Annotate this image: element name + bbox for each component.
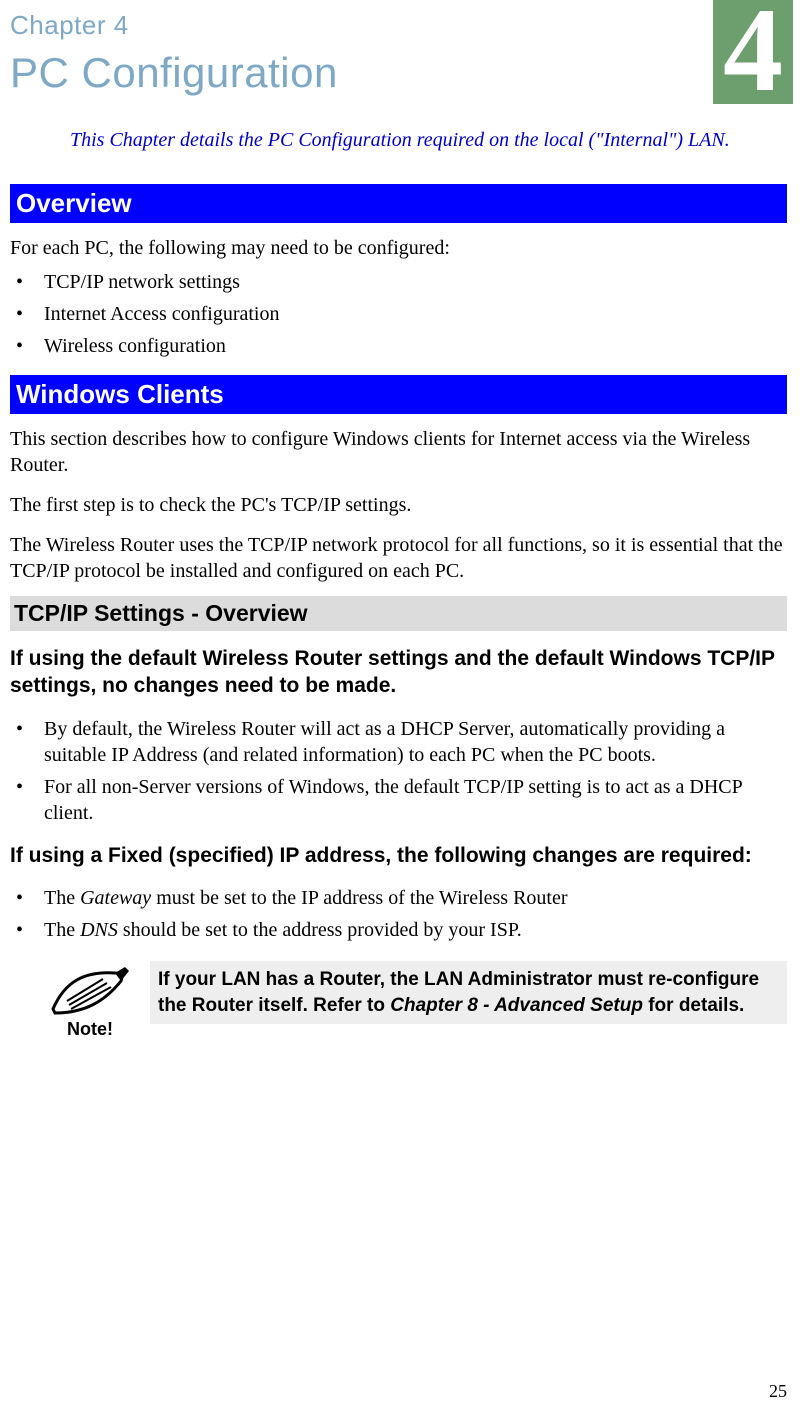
chapter-label: Chapter 4: [10, 10, 787, 41]
note-text: If your LAN has a Router, the LAN Admini…: [150, 961, 787, 1024]
list-item: By default, the Wireless Router will act…: [44, 716, 787, 768]
wc-p1: This section describes how to configure …: [10, 426, 787, 478]
section-heading-overview: Overview: [10, 184, 787, 223]
list-item: Internet Access configuration: [44, 301, 787, 327]
tcpip-bullets2: The Gateway must be set to the IP addres…: [10, 885, 787, 943]
chapter-intro: This Chapter details the PC Configuratio…: [70, 127, 747, 154]
text: should be set to the address provided by…: [118, 919, 522, 941]
wc-p2: The first step is to check the PC's TCP/…: [10, 492, 787, 518]
note-icon-label: Note!: [30, 1019, 150, 1040]
tcpip-sub2: If using a Fixed (specified) IP address,…: [10, 842, 787, 869]
overview-bullets: TCP/IP network settings Internet Access …: [10, 269, 787, 359]
page: 4 Chapter 4 PC Configuration This Chapte…: [0, 0, 803, 1412]
chapter-number-badge: 4: [713, 0, 793, 104]
text: The: [44, 887, 80, 909]
note-icon: Note!: [30, 961, 150, 1040]
text: for details.: [643, 995, 744, 1016]
list-item: TCP/IP network settings: [44, 269, 787, 295]
list-item: For all non-Server versions of Windows, …: [44, 774, 787, 826]
wc-p3: The Wireless Router uses the TCP/IP netw…: [10, 532, 787, 584]
list-item: The DNS should be set to the address pro…: [44, 917, 787, 943]
overview-lead: For each PC, the following may need to b…: [10, 235, 787, 261]
text: must be set to the IP address of the Wir…: [151, 887, 567, 909]
text: The: [44, 919, 80, 941]
section-heading-tcpip: TCP/IP Settings - Overview: [10, 596, 787, 631]
list-item: Wireless configuration: [44, 333, 787, 359]
text-italic: DNS: [80, 919, 118, 941]
note-callout: Note! If your LAN has a Router, the LAN …: [30, 961, 787, 1040]
tcpip-bullets1: By default, the Wireless Router will act…: [10, 716, 787, 826]
text-italic: Chapter 8 - Advanced Setup: [390, 995, 643, 1016]
section-heading-windows-clients: Windows Clients: [10, 375, 787, 414]
list-item: The Gateway must be set to the IP addres…: [44, 885, 787, 911]
page-number: 25: [769, 1381, 787, 1402]
tcpip-sub1: If using the default Wireless Router set…: [10, 645, 787, 700]
chapter-title: PC Configuration: [10, 49, 787, 97]
text-italic: Gateway: [80, 887, 151, 909]
